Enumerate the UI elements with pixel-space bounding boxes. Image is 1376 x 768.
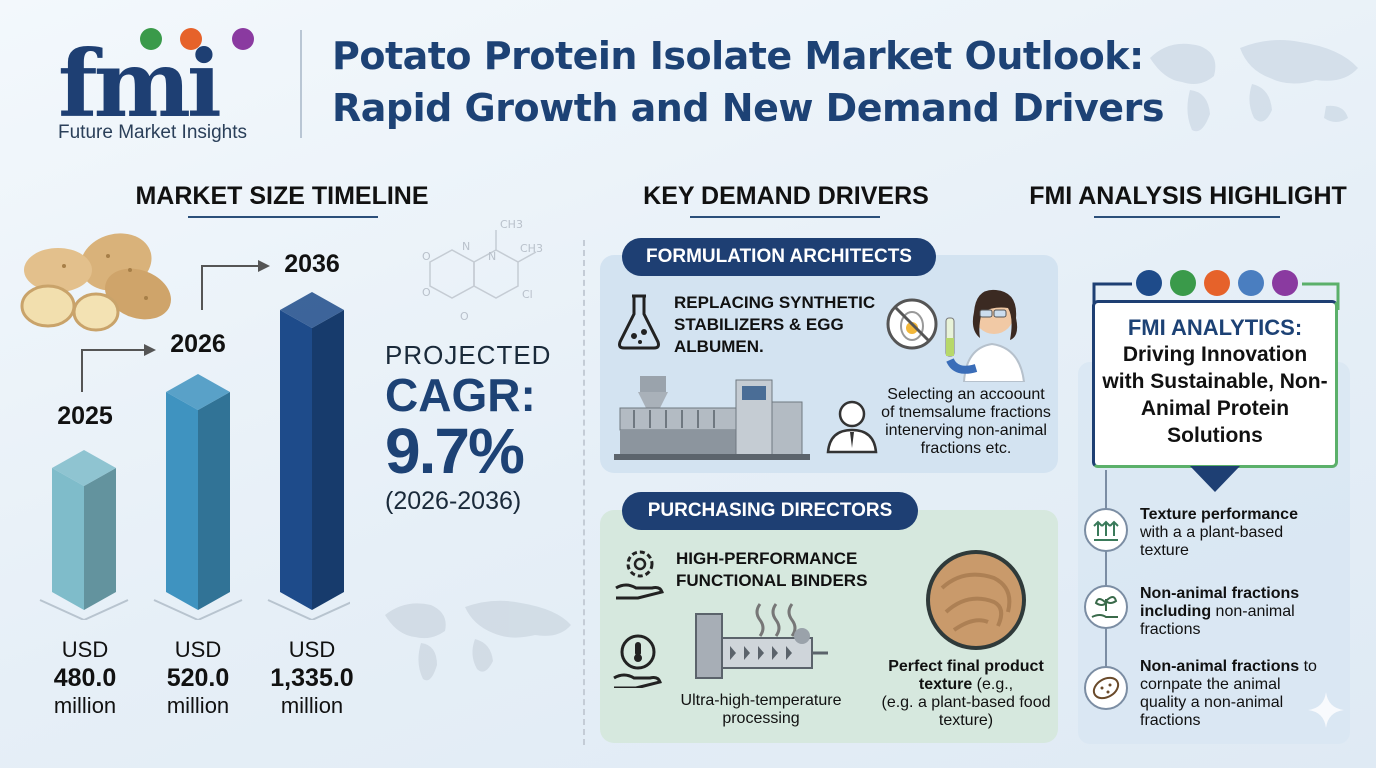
molecule-atom-6: CH3 [520,242,543,255]
molecule-icon: O N CH3 N O CH3 Cl O [422,218,543,323]
cagr-label: CAGR: [385,369,536,421]
logo-wordmark: fmi [58,30,222,138]
demand-drivers-underline [690,216,880,218]
texture-bold-2: texture [918,676,973,693]
highlight-item-3: Non-animal fractions to cornpate the ani… [1140,658,1330,730]
page-title: Potato Protein Isolate Market Outlook: R… [332,30,1342,134]
bar-2025 [39,450,129,620]
arrow-head-1 [144,344,156,356]
molecule-atom-2: N [462,240,470,253]
usd-label-2036: USD 1,335.0 million [252,636,372,720]
market-size-bars [39,292,350,620]
texture-eg: (e.g., [972,676,1014,693]
highlight-item-1-bold: Texture performance [1140,506,1298,523]
world-map-icon-bottom [385,600,571,681]
molecule-atom-7: Cl [522,288,533,301]
texture-text: Perfect final product texture (e.g., (e.… [880,658,1052,730]
purchasing-directors-pill: PURCHASING DIRECTORS [622,492,918,530]
process-text: Ultra-high-temperature processing [680,692,842,727]
market-timeline-underline [188,216,378,218]
flask-icon [618,294,660,350]
purchasing-bold-text: HIGH-PERFORMANCE FUNCTIONAL BINDERS [676,549,868,590]
page-title-line-1: Potato Protein Isolate Market Outlook: [332,34,1144,78]
usd-currency: USD [288,637,336,662]
world-map-icon [1150,40,1358,132]
year-label-2036: 2036 [284,250,340,278]
usd-unit: million [53,693,117,718]
analytics-title: FMI ANALYTICS: Driving Innovation with S… [1100,314,1330,449]
extruder-machine-icon [614,376,810,460]
texture-food-icon [926,550,1026,650]
thermometer-hand-icon [613,634,662,688]
growth-arrows [81,260,270,392]
logo-dot-orange [180,28,202,50]
market-timeline-heading: MARKET SIZE TIMELINE [135,182,429,210]
logo-dot-green [140,28,162,50]
highlight-dot-navy [1136,270,1162,296]
scientist-icon [945,289,1026,382]
sparkle-icon [1308,692,1344,728]
page-title-line-2: Rapid Growth and New Demand Drivers [332,86,1164,130]
molecule-atom-3: CH3 [500,218,523,231]
highlight-item-2: Non-animal fractions including non-anima… [1140,585,1330,639]
header-divider [300,30,302,138]
formulation-architects-pill: FORMULATION ARCHITECTS [622,238,936,276]
highlight-dot-green [1170,270,1196,296]
molecule-atom-4: N [488,250,496,263]
fmi-logo: fmi Future Market Insights [58,24,298,144]
molecule-atom-8: O [460,310,469,323]
bar-2026 [153,374,243,620]
molecule-atom-5: O [422,286,431,299]
cagr-callout: PROJECTED CAGR: 9.7% (2026-2036) [385,340,575,516]
texture-arrows-icon [1084,508,1128,552]
potato-icon [1084,666,1128,710]
no-egg-icon [886,298,938,350]
highlight-item-3-text: to cornpate the animal quality a non-ani… [1140,658,1317,729]
usd-label-2025: USD 480.0 million [25,636,145,720]
cagr-projected: PROJECTED [385,340,552,370]
usd-currency: USD [61,637,109,662]
analytics-title-2: Driving Innovation with Sustainable, Non… [1102,343,1328,447]
usd-label-2026: USD 520.0 million [138,636,258,720]
usd-currency: USD [174,637,222,662]
analytics-box-pointer [1190,466,1240,492]
highlight-dot-orange [1204,270,1230,296]
molecule-atom-1: O [422,250,431,263]
usd-amount: 480.0 [53,664,117,692]
bar-2036 [267,292,350,620]
column-divider [583,240,585,745]
highlight-heading: FMI ANALYSIS HIGHLIGHT [1029,182,1347,210]
texture-example: (e.g. a plant-based food texture) [881,694,1051,729]
usd-amount: 1,335.0 [270,664,354,692]
potatoes-icon [20,233,171,332]
highlight-dot-purple [1272,270,1298,296]
gear-hand-icon [615,550,664,600]
year-label-2026: 2026 [170,330,226,358]
usd-unit: million [280,693,344,718]
texture-bold-1: Perfect final product [888,658,1044,675]
arrow-head-2 [258,260,270,272]
highlight-item-2-bold: Non-animal fractions including [1140,585,1300,620]
demand-drivers-heading: KEY DEMAND DRIVERS [643,182,929,210]
heat-exchanger-icon [695,603,828,679]
plant-hand-icon [1084,585,1128,629]
highlight-dot-blue [1238,270,1264,296]
analytics-title-1: FMI ANALYTICS: [1127,315,1303,340]
year-label-2025: 2025 [57,402,113,430]
highlight-underline [1094,216,1280,218]
formulation-bold-text: REPLACING SYNTHETIC STABILIZERS & EGG AL… [674,293,876,356]
businessman-icon [826,400,878,454]
highlight-item-2-text: non-animal fractions [1140,603,1295,638]
highlight-item-3-bold: Non-animal fractions [1140,658,1300,675]
usd-amount: 520.0 [166,664,230,692]
formulation-note: Selecting an accoount of tnemsalume frac… [881,386,1051,457]
usd-unit: million [166,693,230,718]
logo-dot-purple [232,28,254,50]
highlight-item-1: Texture performance with a a plant-based… [1140,506,1330,560]
cagr-period: (2026-2036) [385,487,522,515]
highlight-item-1-text: with a a plant-based texture [1140,524,1284,559]
logo-company-name: Future Market Insights [58,122,248,143]
cagr-value: 9.7% [385,415,525,487]
